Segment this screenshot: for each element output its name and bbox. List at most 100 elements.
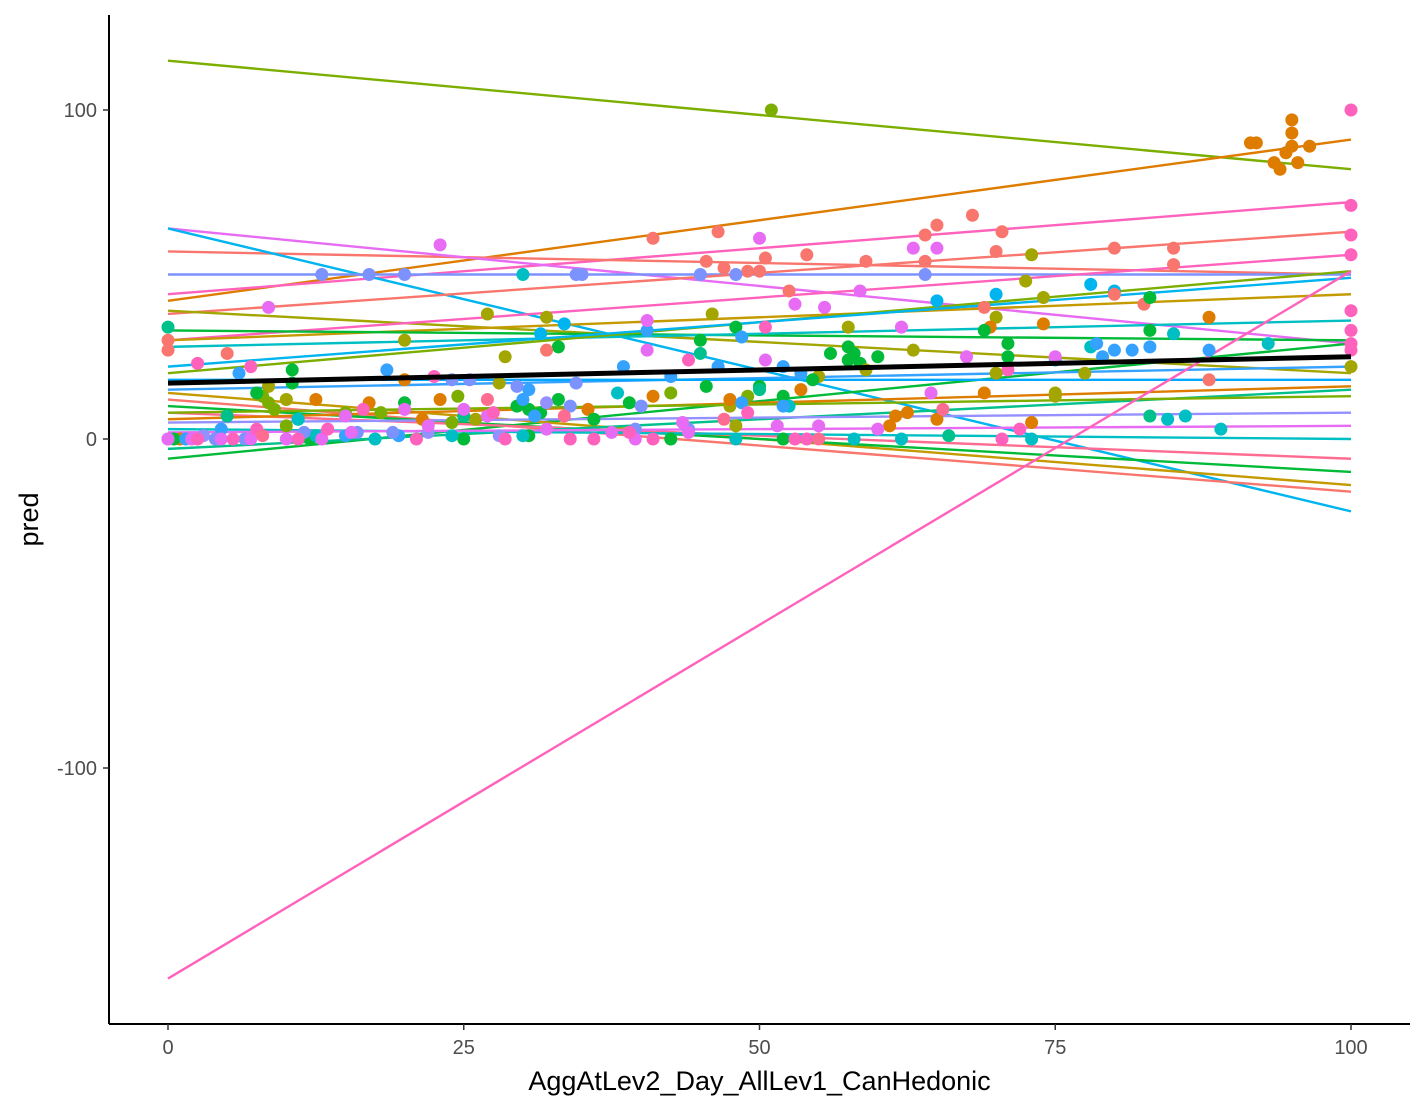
data-point [498, 350, 512, 364]
data-point [161, 333, 175, 347]
data-point [581, 402, 595, 416]
data-point [1025, 432, 1039, 446]
data-point [191, 432, 205, 446]
data-point [924, 386, 938, 400]
group-fit-line [167, 270, 1352, 980]
data-point [841, 353, 855, 367]
data-point [374, 406, 388, 420]
data-point [1285, 126, 1299, 140]
data-point [1344, 323, 1358, 337]
data-point [965, 208, 979, 222]
x-tick-label: 100 [1334, 1037, 1367, 1059]
data-point [776, 432, 790, 446]
data-point [1107, 241, 1121, 255]
data-point [161, 320, 175, 334]
data-point [1143, 409, 1157, 423]
data-point [711, 225, 725, 239]
data-point [1344, 103, 1358, 117]
data-point [1344, 343, 1358, 357]
data-point [812, 432, 826, 446]
data-point [611, 386, 625, 400]
data-point [540, 310, 554, 324]
data-points [161, 103, 1358, 446]
data-point [540, 343, 554, 357]
data-point [995, 225, 1009, 239]
data-point [214, 422, 228, 436]
data-point [977, 300, 991, 314]
y-tick-label: 100 [64, 100, 97, 122]
data-point [989, 287, 1003, 301]
data-point [1125, 343, 1139, 357]
data-point [693, 268, 707, 281]
data-point [1202, 310, 1216, 324]
group-fit-line [167, 424, 1352, 434]
data-point [457, 402, 471, 416]
data-point [368, 432, 382, 446]
data-point [640, 343, 654, 357]
data-point [1291, 156, 1305, 170]
data-point [362, 268, 376, 281]
data-point [812, 419, 826, 433]
data-point [717, 261, 731, 275]
data-point [540, 422, 554, 436]
data-point [516, 429, 530, 443]
data-point [995, 432, 1009, 446]
group-fit-line [167, 250, 1352, 276]
data-point [605, 425, 619, 439]
data-point [191, 356, 205, 370]
data-point [220, 346, 234, 360]
data-point [344, 425, 358, 439]
data-point [409, 432, 423, 446]
data-point [634, 399, 648, 413]
data-point [682, 425, 696, 439]
data-point [960, 350, 974, 364]
data-point [735, 330, 749, 344]
data-point [853, 284, 867, 298]
data-point [1036, 291, 1050, 305]
data-point [758, 353, 772, 367]
data-point [244, 360, 258, 374]
data-point [226, 432, 240, 446]
data-point [534, 327, 548, 341]
data-point [871, 422, 885, 436]
data-point [889, 409, 903, 423]
data-point [640, 314, 654, 328]
data-point [1214, 422, 1228, 436]
data-point [883, 419, 897, 433]
data-point [480, 307, 494, 321]
data-point [469, 412, 483, 426]
data-point [729, 320, 743, 334]
data-point [977, 386, 991, 400]
data-point [1143, 291, 1157, 305]
data-point [729, 432, 743, 446]
data-point [776, 389, 790, 403]
data-point [232, 366, 246, 380]
data-point [918, 268, 932, 281]
data-point [823, 346, 837, 360]
data-point [930, 294, 944, 308]
data-point [398, 268, 412, 281]
data-point [540, 396, 554, 410]
data-point [1249, 136, 1263, 150]
group-fit-line [167, 59, 1352, 171]
data-point [693, 346, 707, 360]
y-axis-ticks: -100 0 100 [57, 100, 109, 780]
data-point [1303, 139, 1317, 153]
data-point [309, 393, 323, 407]
data-point [291, 412, 305, 426]
data-point [699, 379, 713, 393]
data-point [741, 264, 755, 278]
data-point [717, 412, 731, 426]
data-point [664, 386, 678, 400]
data-point [1273, 162, 1287, 176]
data-point [664, 432, 678, 446]
data-point [1090, 337, 1104, 351]
data-point [1036, 317, 1050, 331]
data-point [1202, 343, 1216, 357]
data-point [699, 254, 713, 268]
data-point [753, 383, 766, 397]
data-point [676, 416, 690, 430]
data-point [1261, 337, 1275, 351]
data-point [1344, 360, 1358, 374]
